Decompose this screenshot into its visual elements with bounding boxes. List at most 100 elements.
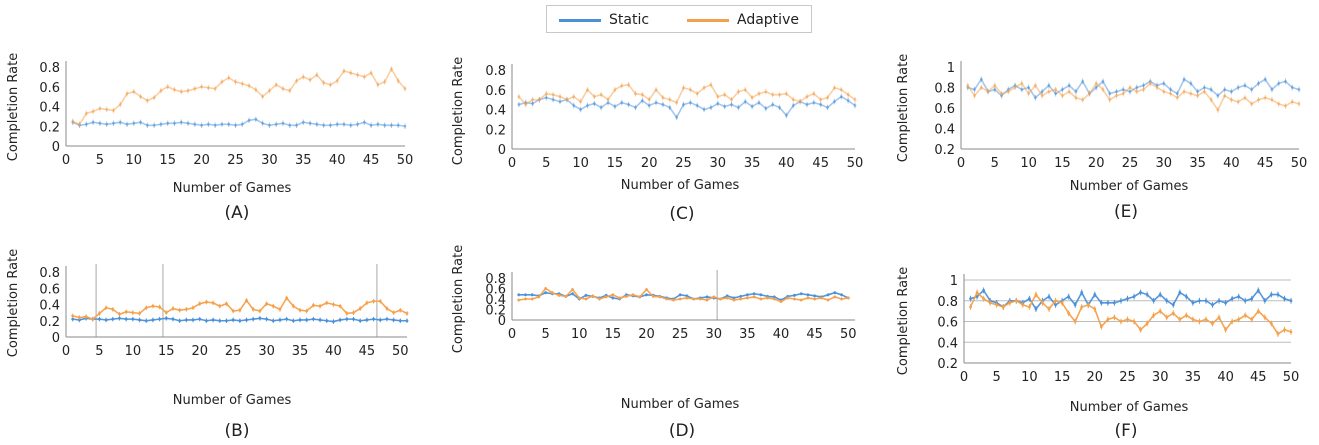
data-point-adaptive [975, 291, 979, 294]
data-point-adaptive [1289, 330, 1293, 334]
data-point-adaptive [969, 305, 972, 309]
y-tick-label: 0.8 [39, 61, 60, 76]
data-point-adaptive [682, 86, 685, 90]
data-point-adaptive [692, 297, 695, 301]
data-point-static [1263, 299, 1267, 303]
data-point-adaptive [1284, 104, 1287, 108]
data-point-static [524, 293, 527, 297]
data-point-static [675, 116, 679, 119]
data-point-adaptive [846, 93, 850, 97]
data-point-adaptive [1217, 315, 1221, 319]
data-point-static [732, 296, 736, 300]
data-point-adaptive [551, 93, 555, 97]
data-point-adaptive [1094, 82, 1098, 85]
x-tick-label: 0 [62, 153, 70, 168]
data-point-static [1162, 82, 1166, 85]
data-point-adaptive [986, 90, 990, 93]
data-point-adaptive [405, 312, 409, 315]
x-tick-label: 45 [359, 344, 376, 359]
data-point-static [778, 106, 781, 109]
data-point-static [1073, 303, 1077, 307]
data-point-adaptive [1074, 96, 1078, 100]
data-point-adaptive [191, 306, 195, 310]
data-point-static [973, 88, 976, 91]
data-point-static [268, 123, 271, 127]
data-point-static [325, 319, 329, 323]
data-point-static [77, 318, 81, 322]
x-tick-label: 20 [638, 327, 655, 342]
data-point-static [759, 293, 763, 297]
data-point-static [1250, 88, 1254, 91]
data-point-adaptive [759, 297, 763, 301]
data-point-static [1047, 295, 1051, 298]
data-point-static [288, 123, 292, 127]
y-tick-label: 0.4 [39, 299, 60, 314]
data-point-adaptive [1014, 299, 1018, 303]
data-point-adaptive [1152, 313, 1156, 317]
data-point-adaptive [799, 298, 803, 302]
data-point-adaptive [627, 83, 631, 87]
x-tick-label: 10 [125, 344, 142, 359]
data-point-adaptive [1148, 82, 1152, 85]
data-point-adaptive [618, 296, 622, 300]
data-point-static [91, 120, 95, 124]
data-point-static [743, 100, 747, 103]
data-point-static [1297, 88, 1301, 91]
data-point-static [200, 123, 204, 127]
data-point-adaptive [599, 93, 603, 97]
x-tick-label: 20 [191, 344, 208, 359]
data-point-static [145, 123, 149, 127]
x-tick-label: 50 [847, 156, 864, 171]
data-point-adaptive [702, 86, 706, 90]
y-tick-label: 0.2 [39, 120, 60, 135]
data-point-static [1178, 291, 1182, 294]
data-point-adaptive [772, 297, 776, 301]
data-point-adaptive [1162, 90, 1166, 93]
data-point-static [572, 104, 576, 107]
data-point-static [1230, 90, 1233, 93]
x-tick-label: 10 [572, 156, 589, 171]
data-point-adaptive [1196, 94, 1199, 98]
data-point-static [332, 320, 335, 323]
data-point-adaptive [335, 79, 339, 83]
data-point-adaptive [517, 298, 521, 302]
data-point-static [764, 107, 768, 110]
data-point-adaptive [544, 287, 548, 290]
data-point-static [1237, 295, 1241, 298]
chart-panel-d: 0 5 10 15 20 25 30 35 40 45 50 00.20.40.60.8 Number … [451, 245, 857, 441]
data-point-static [245, 318, 248, 322]
y-tick-label: 0.2 [485, 304, 506, 319]
y-tick-label: 0.8 [39, 266, 60, 281]
data-point-adaptive [132, 90, 136, 94]
y-tick-label: 0.6 [39, 282, 60, 297]
data-point-adaptive [84, 112, 88, 115]
x-tick-label: 0 [508, 327, 516, 342]
data-point-static [1250, 297, 1254, 301]
data-point-adaptive [1178, 318, 1182, 321]
data-point-adaptive [634, 92, 637, 96]
x-axis-label: Number of Games [1070, 179, 1189, 194]
data-point-static [138, 318, 141, 322]
data-point-adaptive [558, 95, 562, 99]
data-point-adaptive [752, 295, 756, 299]
data-point-static [1020, 88, 1024, 91]
data-point-static [592, 102, 596, 105]
data-point-adaptive [604, 295, 608, 299]
y-tick-label: 0 [498, 314, 506, 329]
data-point-static [1236, 86, 1240, 89]
data-point-adaptive [698, 297, 702, 301]
data-point-adaptive [281, 87, 285, 91]
data-point-adaptive [705, 298, 709, 302]
series-line-static [967, 78, 1300, 99]
panel-title: (F) [1114, 421, 1137, 441]
data-point-static [1113, 301, 1116, 305]
data-point-adaptive [1237, 318, 1241, 321]
data-point-adaptive [288, 89, 292, 93]
data-point-adaptive [1223, 94, 1227, 98]
data-point-static [1171, 303, 1175, 307]
data-point-adaptive [786, 296, 790, 300]
x-tick-label: 45 [363, 153, 380, 168]
data-point-adaptive [1027, 92, 1030, 96]
data-point-adaptive [396, 79, 400, 83]
data-point-static [159, 122, 163, 126]
